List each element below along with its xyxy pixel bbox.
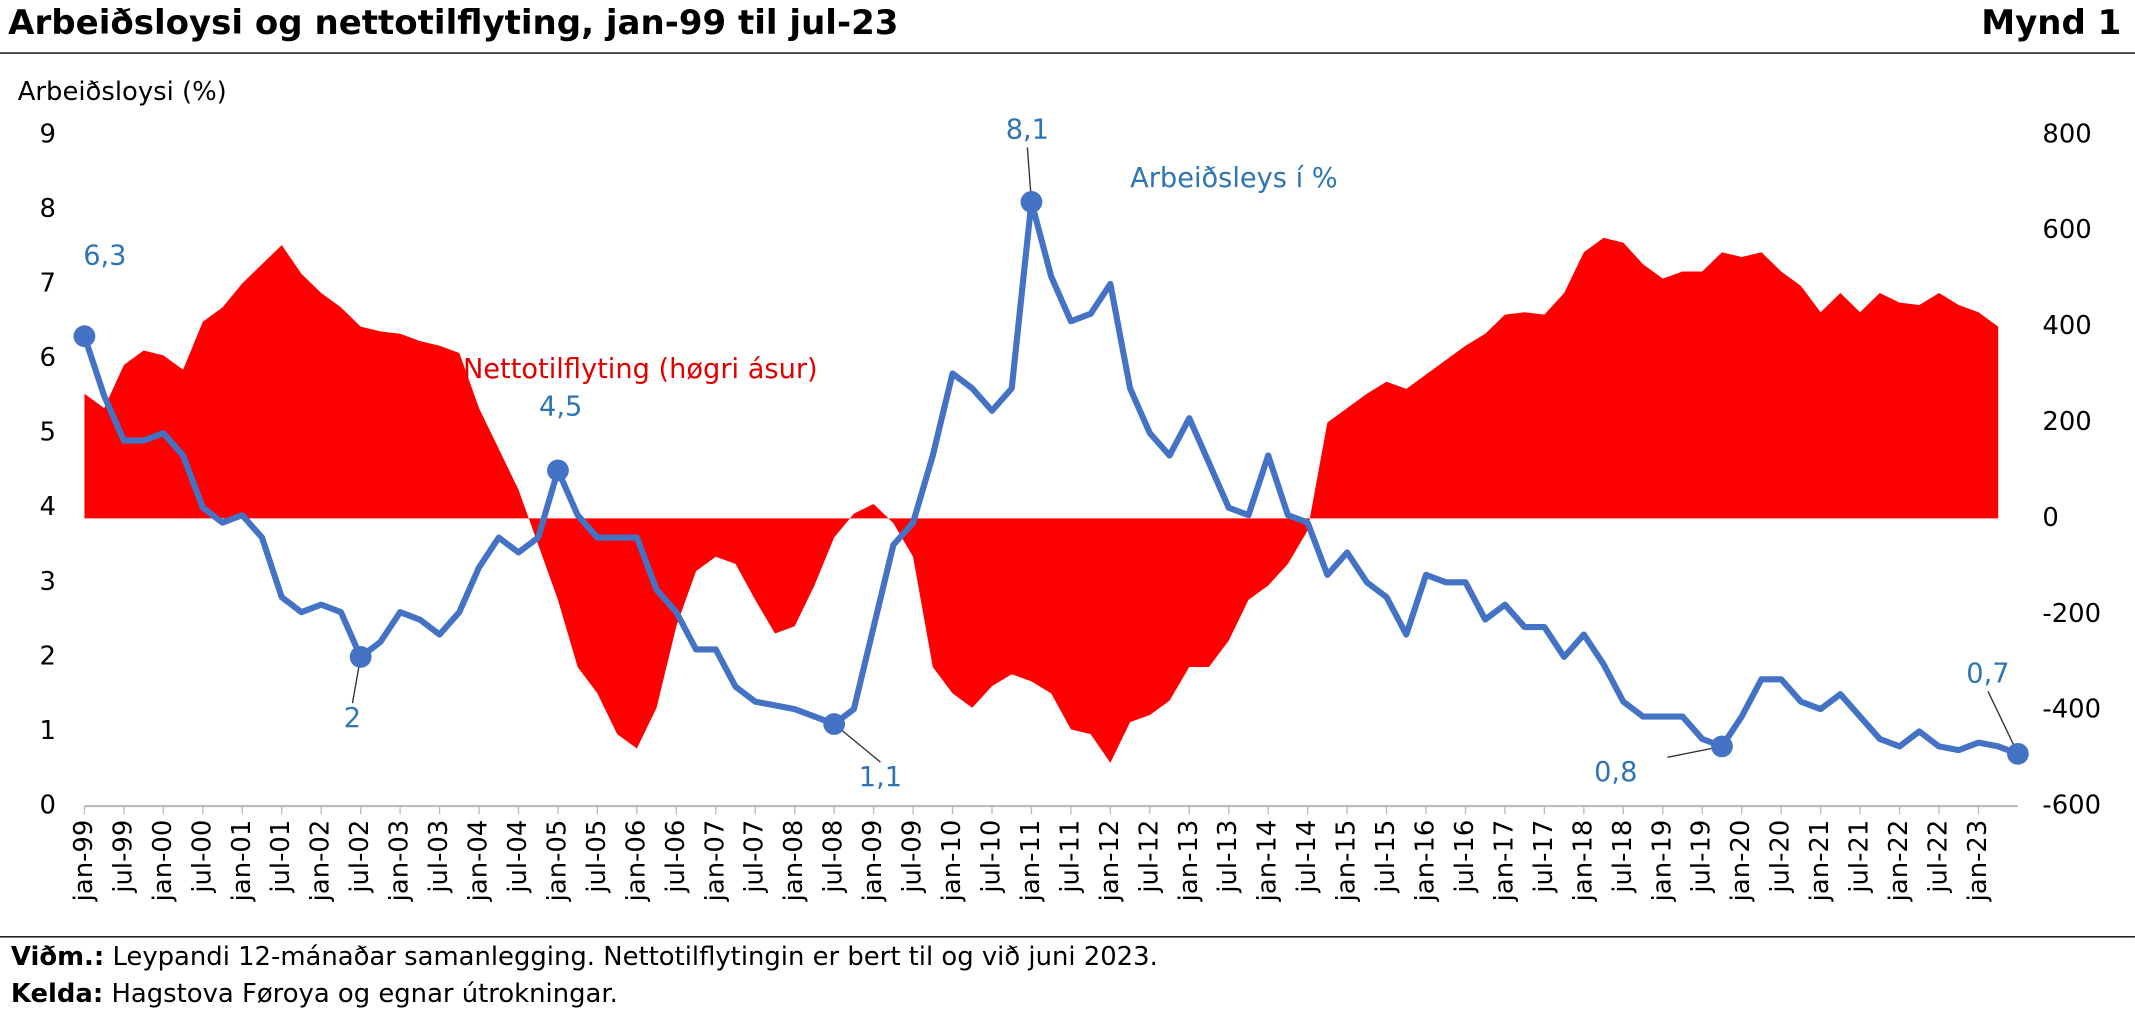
marker bbox=[73, 325, 96, 348]
y2-tick-label: 600 bbox=[2042, 215, 2091, 245]
note-label: Viðm.: bbox=[11, 942, 104, 972]
marker bbox=[1020, 191, 1043, 213]
x-tick-label: jul-08 bbox=[819, 820, 849, 894]
x-tick-label: jan-03 bbox=[385, 820, 415, 903]
x-tick-label: jan-23 bbox=[1963, 820, 1993, 903]
plot-area: 0 1 2 3 4 5 6 7 8 9 -600 -400 -200 0 200 400 600 800 jan-9… bbox=[39, 115, 2101, 903]
x-tick-label: jul-16 bbox=[1450, 820, 1480, 894]
note: Viðm.: Leypandi 12-mánaðar samanlegging.… bbox=[11, 942, 1158, 972]
x-tick-label: jan-18 bbox=[1568, 820, 1598, 903]
marker bbox=[349, 645, 372, 668]
y-tick-label: 6 bbox=[39, 343, 55, 373]
y-tick-label: 5 bbox=[39, 418, 55, 448]
y2-tick-label: 400 bbox=[2042, 311, 2091, 341]
value-label: 2 bbox=[344, 703, 361, 734]
figure-label: Mynd 1 bbox=[1981, 3, 2121, 43]
x-tick-label: jan-20 bbox=[1726, 820, 1756, 903]
callout-line bbox=[1987, 690, 2019, 755]
x-tick-label: jan-11 bbox=[1016, 820, 1046, 903]
value-label: 0,7 bbox=[1966, 658, 2009, 689]
x-tick-label: jan-04 bbox=[464, 820, 494, 903]
marker bbox=[1711, 735, 1733, 758]
x-tick-label: jan-22 bbox=[1884, 820, 1914, 903]
y-tick-label: 1 bbox=[39, 716, 55, 746]
source-text: Hagstova Føroya og egnar útrokningar. bbox=[111, 978, 617, 1008]
y2-tick-label: -600 bbox=[2042, 791, 2101, 821]
marker bbox=[2007, 742, 2029, 765]
x-tick-label: jul-14 bbox=[1292, 820, 1322, 894]
x-tick-label: jan-12 bbox=[1095, 820, 1125, 903]
value-label: 8,1 bbox=[1006, 115, 1049, 146]
x-tick-label: jul-22 bbox=[1923, 820, 1953, 894]
x-tick-label: jan-01 bbox=[227, 820, 257, 903]
x-tick-label: jan-21 bbox=[1805, 820, 1835, 903]
source: Kelda: Hagstova Føroya og egnar útroknin… bbox=[11, 978, 618, 1008]
y-axis-label: Arbeiðsloysi (%) bbox=[18, 77, 227, 107]
value-label: 4,5 bbox=[539, 391, 582, 422]
x-tick-label: jan-99 bbox=[69, 820, 99, 903]
value-label: 0,8 bbox=[1594, 757, 1637, 788]
x-tick-label: jul-13 bbox=[1213, 820, 1243, 894]
note-text: Leypandi 12-mánaðar samanlegging. Nettot… bbox=[112, 942, 1157, 972]
x-tick-label: jan-15 bbox=[1332, 820, 1362, 903]
x-tick-label: jul-10 bbox=[976, 820, 1006, 894]
x-tick-label: jan-10 bbox=[937, 820, 967, 903]
x-tick-label: jul-09 bbox=[898, 820, 928, 894]
x-tick-label: jan-00 bbox=[148, 820, 178, 903]
x-tick-label: jul-19 bbox=[1687, 820, 1717, 894]
x-tick-label: jan-07 bbox=[700, 820, 730, 903]
y-tick-label: 3 bbox=[39, 567, 55, 597]
x-tick-label: jul-06 bbox=[661, 820, 691, 894]
x-tick-label: jan-13 bbox=[1174, 820, 1204, 903]
marker bbox=[823, 713, 846, 735]
x-tick-label: jul-15 bbox=[1371, 820, 1401, 894]
y-tick-label: 2 bbox=[39, 641, 55, 671]
x-tick-label: jul-07 bbox=[740, 820, 770, 894]
x-tick-label: jul-03 bbox=[424, 820, 454, 894]
line bbox=[81, 198, 2019, 757]
x-tick-label: jul-20 bbox=[1766, 820, 1796, 894]
series-label: Arbeiðsleys í % bbox=[1130, 163, 1338, 194]
y2-tick-label: -400 bbox=[2042, 695, 2101, 725]
x-tick-label: jan-05 bbox=[542, 820, 572, 903]
x-tick-label: jan-08 bbox=[779, 820, 809, 903]
marker bbox=[547, 459, 569, 482]
x-tick-label: jul-11 bbox=[1055, 820, 1085, 894]
x-tick-label: jul-05 bbox=[582, 820, 612, 894]
x-tick-label: jul-17 bbox=[1529, 820, 1559, 894]
x-tick-label: jul-21 bbox=[1845, 820, 1875, 894]
chart-title: Arbeiðsloysi og nettotilflyting, jan-99 … bbox=[8, 3, 898, 43]
y-tick-label: 8 bbox=[39, 194, 55, 224]
y-tick-label: 0 bbox=[39, 791, 55, 821]
x-tick-label: jul-01 bbox=[266, 820, 296, 894]
x-tick-label: jan-02 bbox=[306, 820, 336, 903]
x-tick-label: jul-99 bbox=[108, 820, 138, 894]
series-label: Nettotilflyting (høgri ásur) bbox=[463, 354, 818, 385]
x-tick-label: jul-02 bbox=[345, 820, 375, 894]
y2-tick-label: 0 bbox=[2042, 503, 2058, 533]
x-tick-label: jul-12 bbox=[1134, 820, 1164, 894]
value-label: 6,3 bbox=[83, 241, 126, 272]
x-tick-label: jul-18 bbox=[1608, 820, 1638, 894]
area bbox=[84, 237, 1999, 763]
x-tick-label: jan-14 bbox=[1253, 820, 1283, 903]
source-label: Kelda: bbox=[11, 978, 103, 1008]
y-tick-label: 9 bbox=[39, 119, 55, 149]
y2-tick-label: 200 bbox=[2042, 407, 2091, 437]
y2-tick-label: -200 bbox=[2042, 599, 2101, 629]
x-tick-label: jan-09 bbox=[858, 820, 888, 903]
y-tick-label: 7 bbox=[39, 268, 55, 298]
x-tick-label: jan-16 bbox=[1411, 820, 1441, 903]
y2-tick-label: 800 bbox=[2042, 119, 2091, 149]
x-tick-label: jan-17 bbox=[1489, 820, 1519, 903]
x-tick-label: jan-19 bbox=[1647, 820, 1677, 903]
y-tick-label: 4 bbox=[39, 492, 55, 522]
x-tick-label: jan-06 bbox=[621, 820, 651, 903]
x-tick-label: jul-04 bbox=[503, 820, 533, 894]
x-tick-label: jul-00 bbox=[187, 820, 217, 894]
value-label: 1,1 bbox=[859, 762, 902, 793]
